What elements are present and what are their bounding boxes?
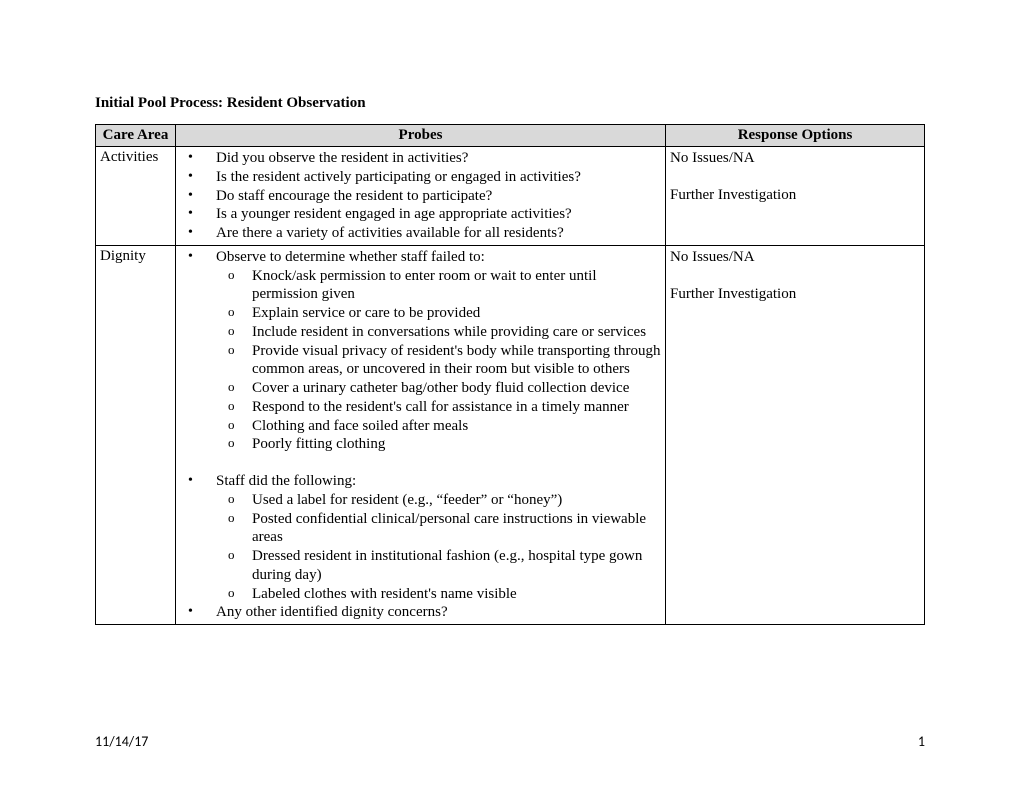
probes-cell: Did you observe the resident in activiti…	[176, 147, 666, 246]
table-row: Activities Did you observe the resident …	[96, 147, 925, 246]
bullet-list: Any other identified dignity concerns?	[180, 603, 661, 622]
sub-item: Include resident in conversations while …	[180, 323, 661, 342]
sub-item: Explain service or care to be provided	[180, 304, 661, 323]
response-option: Further Investigation	[670, 186, 920, 205]
bullet-list: Staff did the following:	[180, 472, 661, 491]
sub-list: Knock/ask permission to enter room or wa…	[180, 267, 661, 455]
bullet-item: Is the resident actively participating o…	[180, 168, 661, 187]
response-cell: No Issues/NA Further Investigation	[666, 245, 925, 624]
bullet-list: Did you observe the resident in activiti…	[180, 149, 661, 243]
bullet-list: Observe to determine whether staff faile…	[180, 248, 661, 267]
header-response: Response Options	[666, 125, 925, 147]
sub-item: Used a label for resident (e.g., “feeder…	[180, 491, 661, 510]
response-option: Further Investigation	[670, 285, 920, 304]
bullet-item: Is a younger resident engaged in age app…	[180, 205, 661, 224]
footer-page-number: 1	[918, 733, 925, 750]
bullet-item: Did you observe the resident in activiti…	[180, 149, 661, 168]
bullet-item: Do staff encourage the resident to parti…	[180, 187, 661, 206]
sub-item: Dressed resident in institutional fashio…	[180, 547, 661, 585]
sub-item: Clothing and face soiled after meals	[180, 417, 661, 436]
sub-item: Respond to the resident's call for assis…	[180, 398, 661, 417]
page-footer: 11/14/17 1	[95, 733, 925, 750]
care-area-cell: Activities	[96, 147, 176, 246]
probes-cell: Observe to determine whether staff faile…	[176, 245, 666, 624]
response-option: No Issues/NA	[670, 149, 920, 168]
table-header-row: Care Area Probes Response Options	[96, 125, 925, 147]
sub-item: Knock/ask permission to enter room or wa…	[180, 267, 661, 305]
sub-item: Cover a urinary catheter bag/other body …	[180, 379, 661, 398]
sub-item: Posted confidential clinical/personal ca…	[180, 510, 661, 548]
footer-date: 11/14/17	[95, 733, 148, 750]
sub-item: Labeled clothes with resident's name vis…	[180, 585, 661, 604]
table-row: Dignity Observe to determine whether sta…	[96, 245, 925, 624]
bullet-item: Are there a variety of activities availa…	[180, 224, 661, 243]
response-option: No Issues/NA	[670, 248, 920, 267]
page-title: Initial Pool Process: Resident Observati…	[95, 95, 925, 112]
bullet-item: Staff did the following:	[180, 472, 661, 491]
sub-item: Provide visual privacy of resident's bod…	[180, 342, 661, 380]
header-care-area: Care Area	[96, 125, 176, 147]
care-area-cell: Dignity	[96, 245, 176, 624]
response-cell: No Issues/NA Further Investigation	[666, 147, 925, 246]
header-probes: Probes	[176, 125, 666, 147]
observation-table: Care Area Probes Response Options Activi…	[95, 124, 925, 625]
bullet-item: Observe to determine whether staff faile…	[180, 248, 661, 267]
bullet-item: Any other identified dignity concerns?	[180, 603, 661, 622]
sub-item: Poorly fitting clothing	[180, 435, 661, 454]
sub-list: Used a label for resident (e.g., “feeder…	[180, 491, 661, 604]
